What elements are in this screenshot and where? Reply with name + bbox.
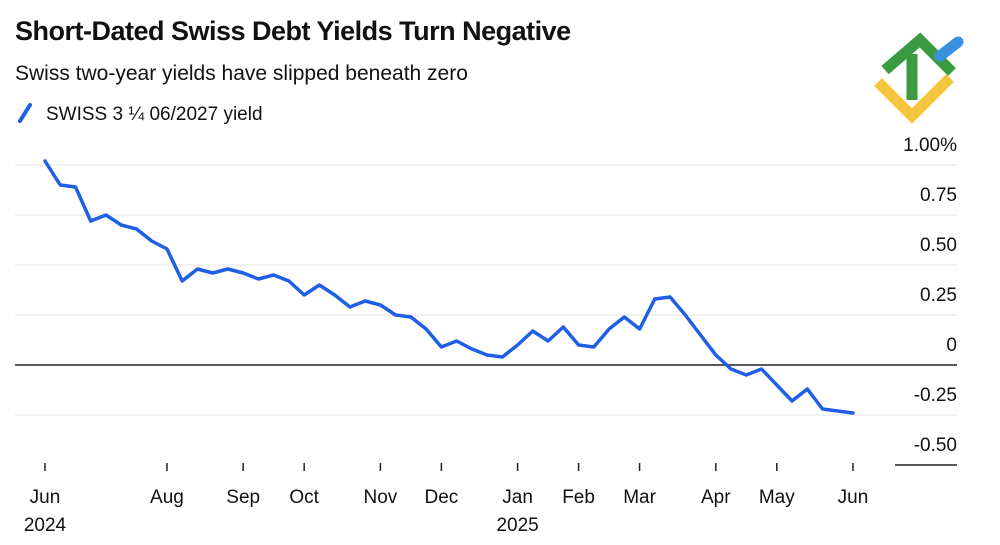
y-tick-label: -0.50 [914, 435, 957, 456]
y-tick-label: 0 [946, 335, 957, 356]
series-line [43, 159, 855, 415]
y-tick-label: 0.25 [920, 285, 957, 306]
x-tick-label: Dec [424, 487, 458, 508]
x-tick-label: Apr [701, 487, 731, 508]
x-tick-label: Nov [363, 487, 397, 508]
logo-blue [934, 36, 964, 62]
y-tick-label: 0.75 [920, 185, 957, 206]
chart-subtitle: Swiss two-year yields have slipped benea… [15, 62, 468, 85]
chart-title: Short-Dated Swiss Debt Yields Turn Negat… [15, 16, 571, 46]
x-tick-label: Aug [150, 487, 184, 508]
x-year-label: 2025 [496, 515, 538, 536]
logo [874, 32, 964, 124]
x-tick-label: Jun [30, 487, 61, 508]
x-tick-label: May [759, 487, 795, 508]
x-tick-label: Oct [289, 487, 319, 508]
x-year-label: 2024 [24, 515, 67, 536]
y-tick-label: -0.25 [914, 385, 957, 406]
x-tick-label: Jun [838, 487, 869, 508]
y-tick-label: 0.50 [920, 235, 957, 256]
legend-label: SWISS 3 ¼ 06/2027 yield [46, 104, 263, 125]
legend-swatch [18, 103, 32, 123]
y-tick-label: 1.00% [903, 135, 957, 156]
x-tick-label: Mar [623, 487, 656, 508]
x-tick-label: Sep [226, 487, 260, 508]
x-tick-label: Jan [502, 487, 533, 508]
x-tick-label: Feb [562, 487, 595, 508]
logo-yellow [874, 74, 954, 124]
